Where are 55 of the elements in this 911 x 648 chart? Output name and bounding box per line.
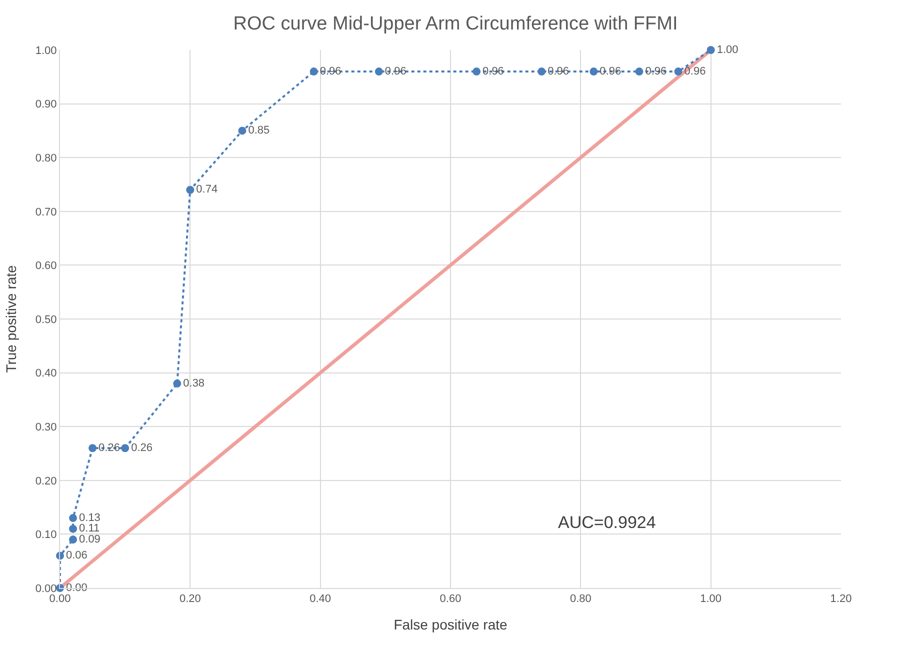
y-tick-label: 0.60 (35, 260, 57, 272)
point (374, 68, 383, 76)
y-tick-label: 1.00 (35, 44, 57, 57)
data-label: 0.96 (684, 65, 706, 78)
data-label: 0.26 (98, 442, 120, 454)
point (590, 68, 598, 76)
data-label: 0.96 (600, 65, 622, 78)
point (238, 126, 246, 135)
annotation: AUC=0.9924 (558, 513, 656, 532)
y-tick-label: 0.50 (35, 314, 57, 326)
data-label: 0.96 (548, 65, 570, 78)
x-tick-label: 1.00 (700, 593, 722, 606)
point (472, 68, 481, 76)
point (69, 514, 78, 522)
point (88, 444, 97, 452)
data-label: 0.85 (248, 124, 270, 136)
point (635, 68, 644, 76)
point (69, 524, 78, 533)
point (121, 444, 130, 452)
data-label: 0.74 (196, 184, 218, 196)
point (706, 46, 715, 54)
x-tick-label: 0.20 (179, 593, 201, 606)
x-axis-title: False positive rate (394, 616, 508, 632)
x-tick-label: 0.60 (440, 593, 462, 606)
point (173, 380, 182, 388)
y-tick-label: 0.90 (35, 98, 57, 111)
y-tick-label: 0.80 (35, 152, 57, 164)
data-label: 0.96 (320, 65, 342, 78)
x-tick-label: 0.00 (49, 593, 71, 606)
point (674, 68, 682, 76)
y-tick-label: 0.10 (35, 529, 57, 542)
data-label: 0.38 (183, 377, 205, 390)
point (186, 186, 194, 194)
data-label: 0.09 (79, 533, 100, 546)
data-label: 0.11 (79, 522, 100, 535)
data-label: 0.06 (66, 549, 88, 562)
y-tick-label: 0.40 (35, 368, 57, 380)
y-tick-label: 0.70 (35, 206, 57, 218)
x-tick-label: 0.40 (310, 593, 332, 606)
point (69, 536, 78, 544)
x-tick-label: 0.80 (570, 593, 592, 606)
point (538, 68, 546, 76)
y-axis-title: True positive rate (2, 264, 19, 373)
data-label: 0.96 (482, 65, 504, 78)
data-label: 0.96 (645, 65, 667, 78)
y-tick-label: 0.30 (35, 421, 57, 434)
y-tick-label: 0.20 (35, 475, 57, 488)
chart-title: ROC curve Mid-Upper Arm Circumference with FFMI (233, 14, 678, 34)
data-label: 0.26 (131, 442, 152, 454)
x-tick-label: 1.20 (830, 593, 852, 606)
data-label: 0.96 (384, 65, 406, 78)
y-tick-label: 0.00 (35, 582, 57, 595)
data-label: 0.13 (79, 512, 100, 524)
data-label: 1.00 (716, 44, 738, 56)
point (310, 68, 318, 76)
